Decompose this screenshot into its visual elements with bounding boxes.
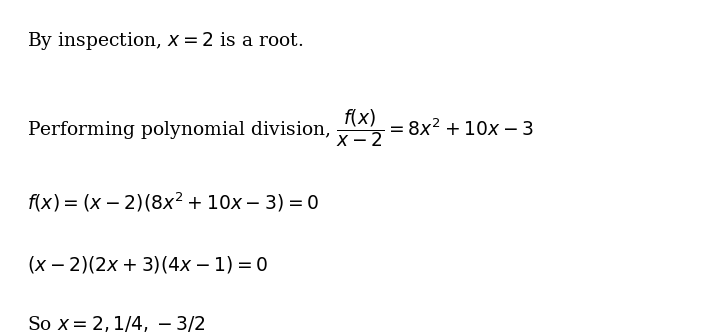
Text: By inspection, $x = 2$ is a root.: By inspection, $x = 2$ is a root. bbox=[27, 30, 304, 52]
Text: $f(x) = (x-2)(8x^2 + 10x - 3) = 0$: $f(x) = (x-2)(8x^2 + 10x - 3) = 0$ bbox=[27, 190, 320, 214]
Text: Performing polynomial division, $\dfrac{f(x)}{x-2} = 8x^2 + 10x - 3$: Performing polynomial division, $\dfrac{… bbox=[27, 107, 534, 149]
Text: So $x = 2, 1/4, -3/2$: So $x = 2, 1/4, -3/2$ bbox=[27, 314, 205, 334]
Text: $(x-2)(2x+3)(4x-1) = 0$: $(x-2)(2x+3)(4x-1) = 0$ bbox=[27, 254, 269, 275]
